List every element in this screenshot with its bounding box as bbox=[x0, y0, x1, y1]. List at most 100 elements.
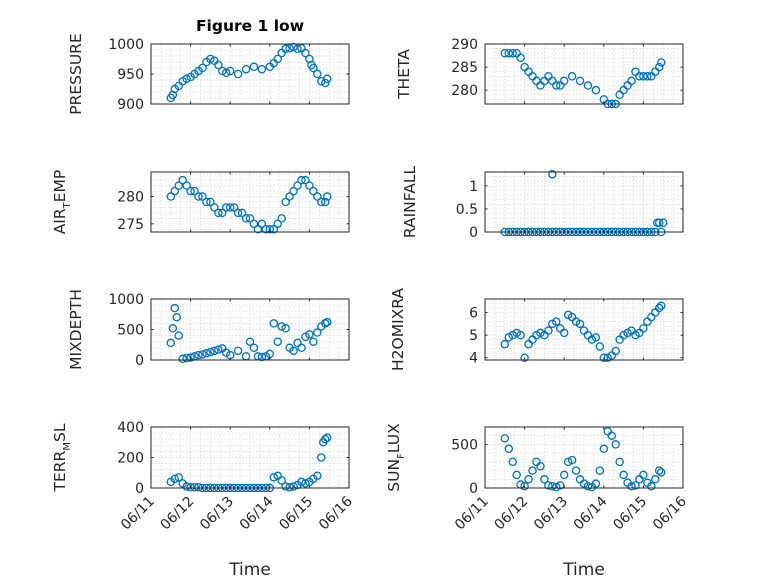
data-point bbox=[317, 197, 326, 207]
data-point bbox=[656, 468, 666, 477]
data-point bbox=[619, 470, 628, 480]
x-tick-label: 06/11 bbox=[118, 494, 158, 534]
x-tick-label: 06/14 bbox=[237, 493, 277, 533]
data-point bbox=[293, 44, 302, 54]
data-point bbox=[656, 301, 666, 311]
data-point bbox=[595, 342, 605, 351]
x-tick-label: 06/13 bbox=[531, 494, 571, 534]
subplot-pressure: 900 950 1000 PRESSURE Figure 1 low bbox=[67, 17, 350, 115]
y-tick-label: 500 bbox=[451, 437, 478, 453]
data-point bbox=[639, 470, 648, 480]
data-point bbox=[249, 219, 259, 229]
data-point bbox=[218, 208, 227, 218]
data-point bbox=[627, 76, 636, 86]
data-point bbox=[233, 69, 243, 79]
data-point bbox=[249, 62, 259, 72]
data-point bbox=[257, 352, 267, 362]
data-point bbox=[635, 72, 644, 81]
data-point bbox=[170, 186, 180, 196]
data-point bbox=[277, 214, 286, 223]
data-point bbox=[500, 434, 510, 443]
data-point bbox=[559, 328, 569, 338]
data-point bbox=[168, 324, 178, 333]
x-tick-label: 06/12 bbox=[492, 494, 532, 534]
subplot-air_temp: 275 280 AIRTEMP bbox=[51, 170, 350, 234]
data-point bbox=[257, 64, 267, 74]
data-point bbox=[595, 466, 605, 475]
y-tick-label: 0 bbox=[135, 353, 144, 369]
data-point bbox=[504, 444, 514, 454]
data-point bbox=[229, 203, 239, 212]
y-axis-label: H2OMIXRA bbox=[389, 288, 407, 371]
data-point bbox=[654, 218, 664, 228]
data-point bbox=[273, 54, 282, 64]
data-point bbox=[237, 208, 247, 218]
data-point bbox=[214, 208, 223, 218]
y-axis-label-subscript: F bbox=[396, 453, 407, 459]
x-tick-label: 06/13 bbox=[197, 494, 237, 534]
data-point bbox=[253, 225, 263, 234]
data-point bbox=[214, 60, 223, 70]
y-tick-label: 400 bbox=[117, 420, 144, 436]
data-point bbox=[285, 43, 294, 53]
data-point bbox=[504, 48, 514, 58]
data-point bbox=[552, 317, 561, 326]
data-point bbox=[322, 317, 332, 327]
figure-title: Figure 1 low bbox=[196, 17, 304, 35]
data-point bbox=[198, 63, 207, 73]
x-tick-label: 06/11 bbox=[452, 494, 492, 534]
data-point bbox=[221, 68, 231, 78]
data-point bbox=[174, 473, 183, 482]
data-point bbox=[301, 175, 310, 185]
data-point bbox=[269, 225, 279, 234]
data-point bbox=[285, 482, 294, 492]
data-point bbox=[313, 471, 322, 481]
data-point bbox=[233, 208, 243, 218]
y-tick-label: 290 bbox=[451, 37, 478, 53]
data-point bbox=[607, 431, 616, 440]
data-point bbox=[544, 481, 553, 490]
subplot-theta: 280 285 290 THETA bbox=[395, 37, 684, 109]
data-point bbox=[174, 181, 183, 190]
data-point bbox=[265, 225, 275, 234]
axes-frame bbox=[150, 171, 350, 233]
data-point bbox=[512, 470, 521, 480]
data-point bbox=[320, 319, 330, 328]
data-point bbox=[293, 181, 302, 190]
data-point bbox=[198, 350, 207, 359]
data-point bbox=[186, 186, 195, 196]
data-point bbox=[322, 74, 332, 84]
y-axis-label: THETA bbox=[395, 49, 413, 100]
y-axis-label-subscript: T bbox=[62, 201, 73, 209]
data-point bbox=[559, 470, 569, 480]
data-point bbox=[182, 181, 191, 190]
y-axis-label: PRESSURE bbox=[67, 33, 85, 115]
data-point bbox=[241, 214, 251, 223]
data-point bbox=[301, 479, 310, 488]
data-point bbox=[166, 338, 176, 348]
y-tick-label: 200 bbox=[117, 451, 144, 467]
data-point bbox=[221, 203, 231, 212]
data-point bbox=[182, 74, 191, 84]
y-tick-label: 1000 bbox=[108, 292, 144, 308]
data-point bbox=[639, 324, 648, 333]
subplot-mixdepth: 0 500 1000 MIXDEPTH bbox=[67, 289, 350, 370]
data-point bbox=[528, 466, 537, 475]
data-point bbox=[225, 203, 235, 212]
data-point bbox=[544, 326, 553, 335]
y-tick-label: 0 bbox=[469, 225, 478, 241]
y-tick-label: 280 bbox=[451, 83, 478, 99]
data-point bbox=[591, 85, 601, 95]
data-point bbox=[516, 330, 525, 340]
data-point bbox=[611, 440, 620, 449]
data-point bbox=[289, 346, 298, 356]
x-tick-label: 06/15 bbox=[276, 494, 316, 534]
y-tick-label: 500 bbox=[117, 323, 144, 339]
data-point bbox=[548, 482, 557, 491]
data-point bbox=[281, 482, 290, 491]
data-point bbox=[563, 457, 573, 467]
x-tick-label: 06/15 bbox=[610, 494, 650, 534]
data-point bbox=[241, 64, 251, 74]
data-point bbox=[559, 76, 569, 86]
data-point bbox=[202, 197, 211, 207]
